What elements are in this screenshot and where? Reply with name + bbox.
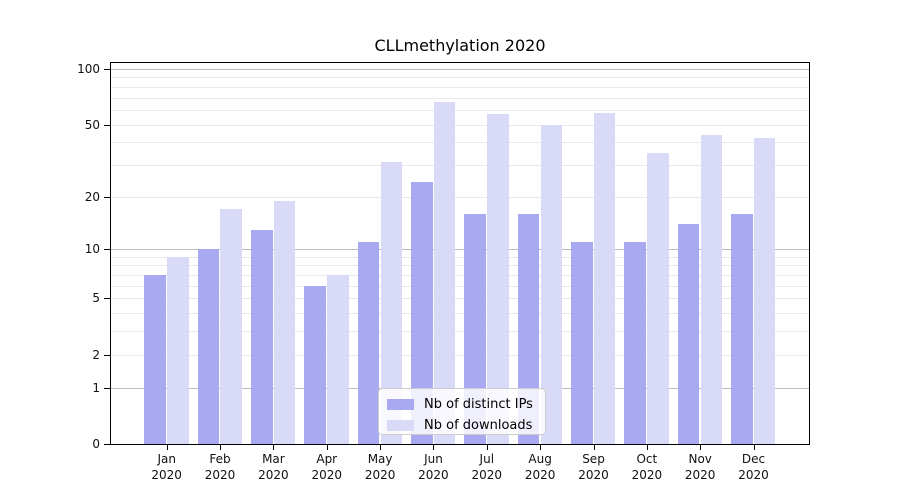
grid-line xyxy=(111,354,809,356)
bar-distinct-ips xyxy=(731,213,753,444)
grid-line xyxy=(111,285,809,287)
bar-distinct-ips xyxy=(677,223,700,444)
grid-line xyxy=(111,164,809,166)
bar-distinct-ips xyxy=(624,242,646,444)
y-tick-label: 50 xyxy=(84,117,100,132)
y-tick-label: 2 xyxy=(92,347,100,362)
bar-downloads xyxy=(220,209,242,444)
bar-distinct-ips xyxy=(571,242,593,444)
grid-line xyxy=(111,68,809,70)
x-tick-mark xyxy=(593,445,595,450)
x-tick-mark xyxy=(380,445,382,450)
grid-line xyxy=(111,124,809,126)
bar-downloads xyxy=(167,256,189,444)
y-tick-mark xyxy=(104,196,110,198)
x-tick-mark xyxy=(646,445,648,450)
bar-distinct-ips xyxy=(411,182,433,444)
legend-row-distinct-ips: Nb of distinct IPs xyxy=(387,395,537,413)
grid-line xyxy=(111,196,809,198)
grid-line xyxy=(111,331,809,333)
bar-distinct-ips xyxy=(517,213,540,444)
grid-line xyxy=(111,275,809,277)
y-tick-mark xyxy=(104,68,110,70)
bar-downloads xyxy=(433,102,456,444)
grid-line xyxy=(111,109,809,111)
bar-downloads xyxy=(380,162,402,444)
x-tick-mark xyxy=(433,445,435,450)
x-tick-label: Mar 2020 xyxy=(258,452,289,482)
x-tick-mark xyxy=(700,445,702,450)
y-tick-mark xyxy=(104,354,110,356)
bar-downloads xyxy=(327,275,349,444)
bar-downloads xyxy=(487,114,509,444)
bar-downloads xyxy=(700,134,723,444)
y-tick-mark xyxy=(104,124,110,126)
legend-row-downloads: Nb of downloads xyxy=(387,416,537,434)
grid-line xyxy=(111,313,809,315)
y-tick-mark xyxy=(104,249,110,251)
bar-downloads xyxy=(593,112,616,444)
x-tick-label: May 2020 xyxy=(364,452,396,482)
x-tick-label: Apr 2020 xyxy=(311,452,343,482)
grid-line xyxy=(111,256,809,258)
x-tick-label: Nov 2020 xyxy=(684,452,716,482)
y-tick-mark xyxy=(104,298,110,300)
bar-distinct-ips xyxy=(197,249,220,444)
x-tick-mark xyxy=(326,445,328,450)
x-tick-mark xyxy=(166,445,168,450)
x-tick-mark xyxy=(220,445,222,450)
x-tick-label: Aug 2020 xyxy=(524,452,556,482)
y-tick-label: 5 xyxy=(92,291,100,306)
y-tick-mark xyxy=(104,387,110,389)
x-tick-mark xyxy=(273,445,275,450)
grid-line xyxy=(111,86,809,88)
x-tick-mark xyxy=(486,445,488,450)
bar-downloads xyxy=(753,138,776,444)
grid-line xyxy=(111,77,809,79)
y-tick-label: 100 xyxy=(77,61,100,76)
grid-line xyxy=(111,142,809,144)
grid-line xyxy=(111,265,809,267)
bar-downloads xyxy=(273,200,296,444)
bar-distinct-ips xyxy=(304,285,326,444)
x-tick-label: Jan 2020 xyxy=(151,452,182,482)
bar-distinct-ips xyxy=(251,229,273,444)
y-tick-label: 10 xyxy=(84,242,100,257)
y-tick-mark xyxy=(104,444,110,445)
y-tick-label: 1 xyxy=(92,380,100,395)
grid-line xyxy=(111,298,809,300)
x-tick-label: Sep 2020 xyxy=(578,452,609,482)
grid-line xyxy=(111,249,809,251)
y-tick-label: 20 xyxy=(84,189,100,204)
legend: Nb of distinct IPs Nb of downloads xyxy=(378,388,546,435)
x-tick-label: Feb 2020 xyxy=(204,452,236,482)
legend-swatch-downloads xyxy=(387,419,414,431)
bar-distinct-ips xyxy=(357,242,380,444)
bar-downloads xyxy=(540,124,563,444)
x-tick-label: Jul 2020 xyxy=(471,452,503,482)
plot-area: Nb of distinct IPs Nb of downloads xyxy=(110,62,810,445)
x-tick-mark xyxy=(540,445,542,450)
legend-label-downloads: Nb of downloads xyxy=(424,417,533,433)
x-tick-label: Oct 2020 xyxy=(631,452,663,482)
legend-label-distinct-ips: Nb of distinct IPs xyxy=(424,396,533,412)
y-tick-label: 0 xyxy=(92,437,100,451)
x-tick-mark xyxy=(753,445,755,450)
x-tick-label: Jun 2020 xyxy=(418,452,449,482)
legend-swatch-distinct-ips xyxy=(387,398,414,410)
grid-line xyxy=(111,97,809,99)
bar-distinct-ips xyxy=(144,275,166,444)
x-tick-label: Dec 2020 xyxy=(738,452,769,482)
bar-distinct-ips xyxy=(464,213,486,444)
chart-title: CLLmethylation 2020 xyxy=(374,36,546,55)
bar-downloads xyxy=(647,152,669,444)
